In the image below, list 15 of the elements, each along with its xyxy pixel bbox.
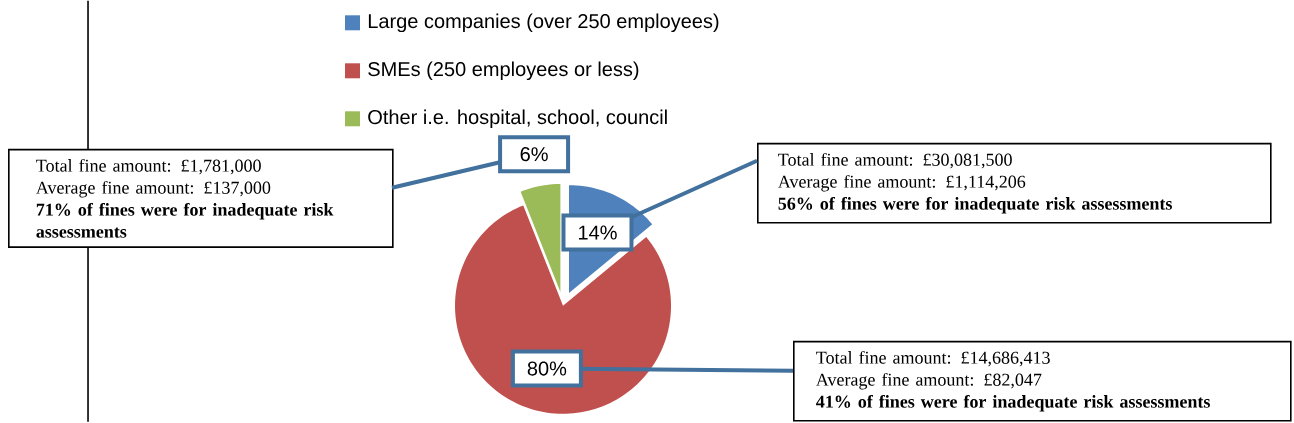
text: Average fine amount: £137,000 <box>35 181 271 198</box>
data-label: 80% <box>527 361 567 376</box>
text: Average fine amount: £82,047 <box>815 373 1042 390</box>
data-label: 6% <box>520 147 548 162</box>
legend-label: Large companies (over 250 employees) <box>368 13 719 33</box>
text: 41% of fines were for inadequate risk assessments <box>816 395 1210 412</box>
text: 56% of fines were for inadequate risk assessments <box>778 197 1172 214</box>
text: Total fine amount: £1,781,000 <box>36 159 261 175</box>
data-label: 14% <box>578 225 617 240</box>
text: Total fine amount: £14,686,413 <box>816 351 1050 367</box>
text: Average fine amount: £1,114,206 <box>777 175 1026 192</box>
legend-label: SMEs (250 employees or less) <box>368 61 639 81</box>
legend-label: Other i.e. hospital, school, council <box>368 109 667 129</box>
text: Total fine amount: £30,081,500 <box>778 153 1012 169</box>
text: 71% of fines were for inadequate risk assessments <box>36 203 334 238</box>
